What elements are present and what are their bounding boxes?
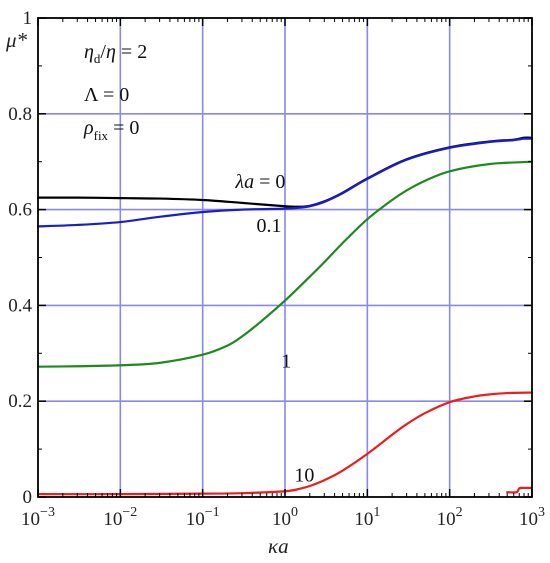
y-tick-label: 0.8 (8, 104, 32, 125)
series-label: 0.1 (256, 215, 281, 237)
tick-marks (37, 17, 533, 498)
series-label: 10 (294, 465, 314, 487)
gridlines (38, 18, 532, 497)
param-viscosity-ratio: ηd/η = 2 (84, 41, 147, 66)
param-lambda: Λ = 0 (84, 84, 129, 106)
series-line-4 (506, 486, 534, 494)
y-tick-label: 0.2 (8, 391, 32, 412)
y-tick-label: 1 (23, 8, 33, 29)
y-tick-label: 0 (23, 487, 33, 508)
parameters-annotation: ηd/η = 2 Λ = 0 ρfix = 0 (83, 41, 147, 143)
param-rho-fix: ρfix = 0 (83, 117, 139, 143)
series-label: 1 (281, 351, 291, 373)
series-label: λa = 0 (234, 171, 285, 193)
series-line-1 (36, 137, 534, 228)
x-tick-label: 100 (272, 505, 298, 530)
y-tick-label: 0.4 (8, 295, 32, 316)
series-line-2 (36, 160, 534, 368)
series-group (36, 136, 534, 496)
x-tick-label: 10−1 (186, 505, 220, 530)
x-tick-label: 101 (354, 505, 380, 530)
series-labels: λa = 0 0.1 1 10 (234, 171, 314, 487)
x-tick-label: 102 (437, 505, 463, 530)
y-tick-label: 0.6 (8, 200, 32, 221)
y-tick-labels: 0 0.2 0.4 0.6 0.8 1 (8, 8, 32, 508)
x-tick-labels: 10−3 10−2 10−1 100 101 102 103 (21, 505, 545, 530)
y-axis-label: μ* (5, 28, 28, 52)
x-tick-label: 103 (519, 505, 545, 530)
x-axis-label: κa (268, 534, 289, 558)
x-tick-label: 10−3 (21, 505, 55, 530)
series-line-3 (36, 391, 534, 496)
x-tick-label: 10−2 (103, 505, 137, 530)
